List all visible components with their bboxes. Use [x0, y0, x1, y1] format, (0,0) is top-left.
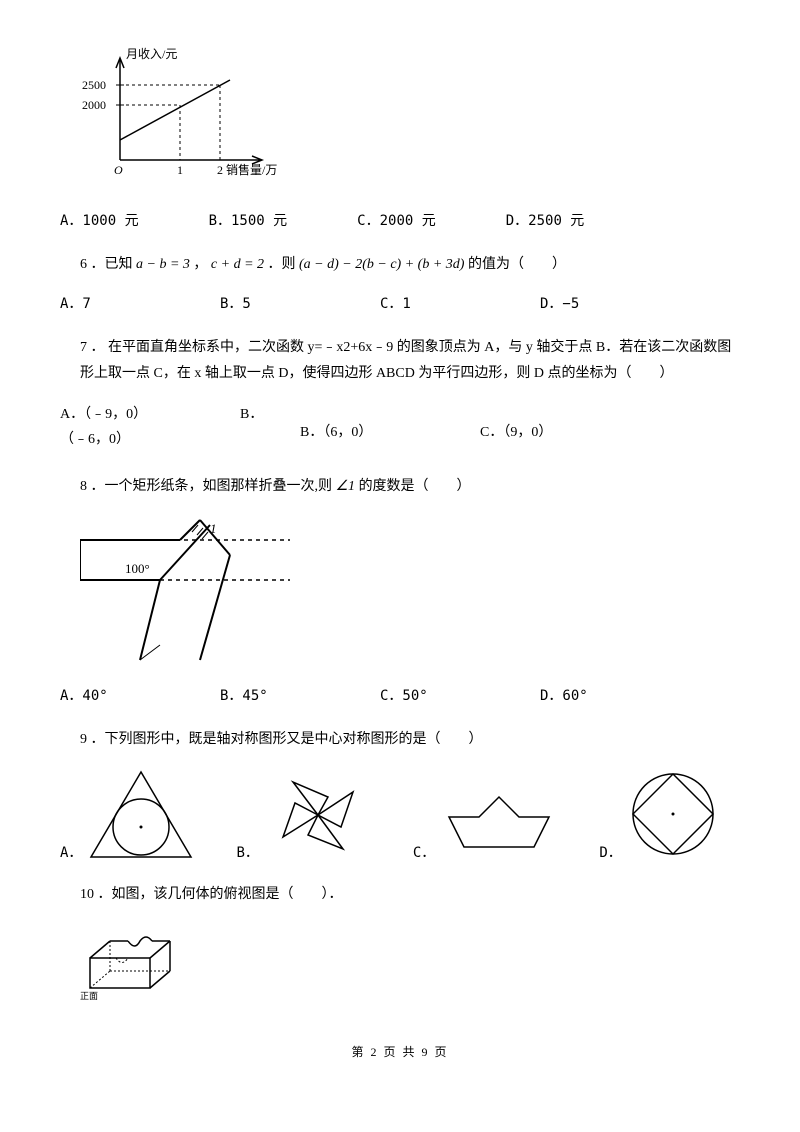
fold-mark-1: 1 [210, 521, 217, 536]
xtick-2: 2 [217, 163, 223, 177]
q6-mid1: ， [193, 257, 207, 272]
q8-suffix: 的度数是（ ） [359, 479, 471, 494]
q7-options: A．（﹣9，0） （﹣6，0） B． B．（6，0） C．（9，0） [60, 402, 740, 452]
q6-expr3: (a − d) − 2(b − c) + (b + 3d) [299, 257, 464, 272]
label-b: B． [236, 842, 258, 862]
q5-options: A．1000 元 B．1500 元 C．2000 元 D．2500 元 [60, 210, 740, 230]
option-c: C．2000 元 [357, 210, 436, 230]
option-c: C．50° [380, 685, 500, 705]
q6-expr1: a − b = 3 [136, 257, 190, 272]
q9-option-d: D． [599, 767, 720, 862]
solid-3d-icon: 正面 [80, 923, 190, 1003]
q9-text: 9 ．下列图形中，既是轴对称图形又是中心对称图形的是（ ） [80, 727, 740, 754]
page-content: 2500 2000 O 1 2 月收入/元 销售量/万 A．1000 元 B．1… [0, 0, 800, 1090]
xtick-1: 1 [177, 163, 183, 177]
q6-text: 6 ．已知 a − b = 3 ， c + d = 2 ．则 (a − d) −… [80, 252, 740, 279]
label-a: A． [60, 842, 82, 862]
q5-chart: 2500 2000 O 1 2 月收入/元 销售量/万 [80, 40, 740, 190]
option-a: A．7 [60, 293, 180, 313]
q8-options: A．40° B．45° C．50° D．60° [60, 685, 740, 705]
q6-suffix: 的值为（ ） [468, 257, 566, 272]
q8-angle: ∠1 [336, 479, 356, 494]
option-a: A．1000 元 [60, 210, 139, 230]
x-axis-label: 销售量/万 [226, 162, 277, 177]
fold-svg: 100° 1 [80, 515, 300, 665]
option-b: B．1500 元 [209, 210, 288, 230]
option-d: D．−5 [540, 293, 579, 313]
option-b: B．（6，0） [300, 402, 480, 452]
q6-expr2: c + d = 2 [211, 257, 264, 272]
option-b: B．45° [220, 685, 340, 705]
ytick-2500: 2500 [82, 78, 106, 92]
label-c: C． [413, 842, 435, 862]
ytick-2000: 2000 [82, 98, 106, 112]
q7-text: 7 ． 在平面直角坐标系中，二次函数 y=﹣x2+6x﹣9 的图象顶点为 A，与… [80, 335, 740, 388]
triangle-circle-icon [86, 767, 196, 862]
option-a-line1: A．（﹣9，0） [60, 402, 240, 427]
square-in-circle-icon [626, 767, 721, 862]
fold-angle-label: 100° [125, 561, 150, 576]
q9-shapes: A． B． C． D． [60, 767, 740, 862]
q6-options: A．7 B．5 C．1 D．−5 [60, 293, 740, 313]
q10-solid-diagram: 正面 [80, 923, 740, 1003]
q8-fold-diagram: 100° 1 [80, 515, 740, 665]
q6-prefix: 6 ．已知 [80, 257, 133, 272]
option-c: C．（9，0） [480, 402, 552, 452]
option-d: D．2500 元 [506, 210, 585, 230]
q9-option-b: B． [236, 767, 372, 862]
option-c: C．1 [380, 293, 500, 313]
y-axis-label: 月收入/元 [126, 47, 177, 61]
option-d: D．60° [540, 685, 588, 705]
boat-icon [439, 787, 559, 862]
option-b-label: B． [240, 402, 300, 452]
option-a-line2: （﹣6，0） [60, 427, 240, 452]
option-a: A．40° [60, 685, 180, 705]
q10-text: 10 ．如图，该几何体的俯视图是（ ）． [80, 882, 740, 909]
q6-mid2: ．则 [268, 257, 296, 272]
origin-label: O [114, 163, 123, 177]
page-footer: 第 2 页 共 9 页 [60, 1043, 740, 1060]
line-chart-svg: 2500 2000 O 1 2 月收入/元 销售量/万 [80, 40, 280, 190]
front-label: 正面 [80, 991, 98, 1001]
pinwheel-icon [263, 767, 373, 862]
q8-text: 8 ．一个矩形纸条，如图那样折叠一次,则 ∠1 的度数是（ ） [80, 474, 740, 501]
label-d: D． [599, 842, 621, 862]
option-b: B．5 [220, 293, 340, 313]
q8-prefix: 8 ．一个矩形纸条，如图那样折叠一次,则 [80, 479, 332, 494]
q9-option-a: A． [60, 767, 196, 862]
q9-option-c: C． [413, 787, 559, 862]
